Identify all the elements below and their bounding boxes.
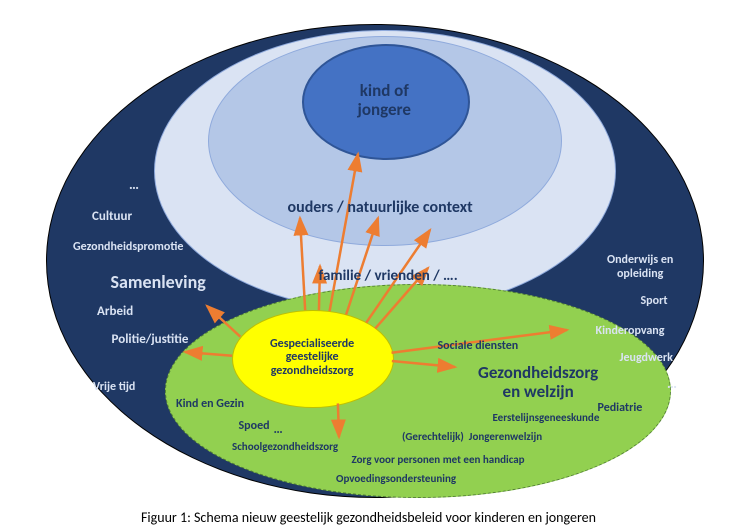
diagram-stage: kind of jongere ouders / natuurlijke con… [0, 0, 737, 528]
label-schoolgezondheidszorg: Schoolgezondheidszorg [232, 441, 338, 454]
label-opvoedingsondersteuning: Opvoedingsondersteuning [336, 473, 456, 486]
label-samenleving: Samenleving [111, 272, 206, 293]
label-politie-justitie: Politie/justitie [112, 333, 189, 348]
label-gespecialiseerde-ggz: Gespecialiseerde geestelijke gezondheids… [270, 338, 354, 379]
label-pediatrie: Pediatrie [598, 402, 643, 416]
figure-caption: Figuur 1: Schema nieuw geestelijk gezond… [0, 509, 737, 526]
label-jongerenwelzijn: (Gerechtelijk) Jongerenwelzijn [402, 431, 542, 444]
label-kind-of-jongere: kind of jongere [358, 81, 411, 120]
label-cultuur: Cultuur [92, 210, 132, 225]
label-dots-upper-left: … [129, 177, 139, 193]
label-jeugdwerk: Jeugdwerk [620, 352, 673, 366]
label-eerstelijnsgeneeskunde: Eerstelijnsgeneeskunde [493, 412, 600, 425]
label-ouders-context: ouders / natuurlijke context [288, 199, 473, 217]
label-sociale-diensten: Sociale diensten [438, 340, 519, 354]
label-zorg-handicap: Zorg voor personen met een handicap [352, 454, 525, 467]
label-kinderopvang: Kinderopvang [596, 325, 665, 339]
label-familie-vrienden: familie / vrienden / …. [319, 268, 458, 285]
label-onderwijs-opleiding: Onderwijs en opleiding [607, 254, 673, 282]
label-gezondheidspromotie: Gezondheidspromotie [73, 241, 183, 255]
label-gezondheidszorg-welzijn: Gezondheidszorg en welzijn [478, 363, 598, 402]
label-dots-right: … [667, 376, 677, 392]
label-spoed: Spoed [239, 420, 270, 434]
label-sport: Sport [641, 295, 668, 309]
label-dots-green: … [274, 423, 283, 438]
label-kind-en-gezin: Kind en Gezin [176, 398, 244, 412]
label-arbeid: Arbeid [97, 305, 133, 320]
label-vrije-tijd: Vrije tijd [93, 381, 135, 395]
